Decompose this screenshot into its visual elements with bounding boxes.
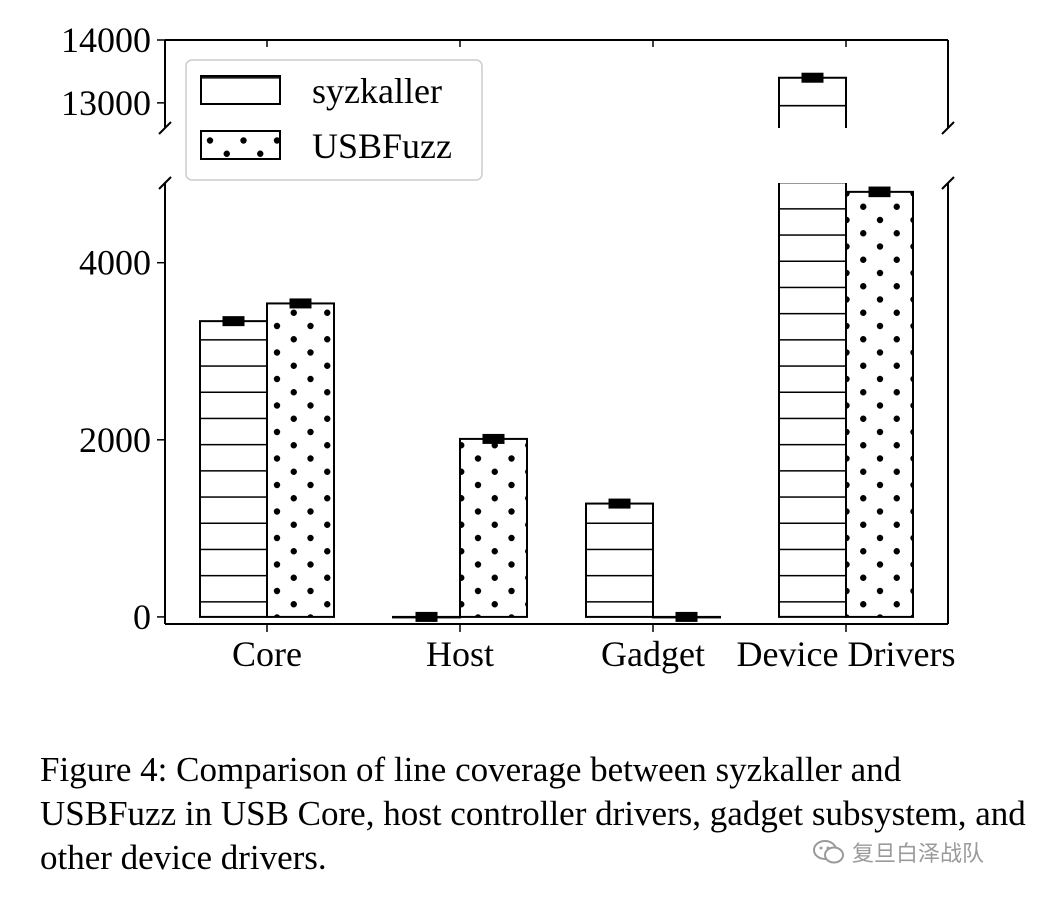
error-bar-host-syzkaller	[415, 611, 438, 622]
bar-core-usbfuzz	[266, 302, 335, 618]
bar-gadget-syzkaller	[585, 502, 654, 618]
y-tick-label-13000: 13000	[61, 83, 151, 123]
legend-label-syzkaller: syzkaller	[312, 71, 442, 111]
watermark-text: 复旦白泽战队	[852, 842, 985, 867]
legend: syzkaller USBFuzz	[185, 59, 483, 181]
y-tick-label-0: 0	[133, 597, 151, 637]
legend-swatch-usbfuzz	[200, 130, 281, 160]
error-bar-device-drivers-usbfuzz	[868, 186, 891, 198]
error-bar-core-syzkaller	[222, 316, 245, 327]
error-bar-gadget-syzkaller	[608, 498, 631, 509]
bar-device-drivers-syzkaller-lower	[779, 183, 846, 617]
bar-chart: Core Host Gadget Device Drivers 0 2000 4000 130…	[61, 20, 956, 674]
error-bar-host-usbfuzz	[482, 433, 505, 444]
figure-caption: Figure 4: Comparison of line coverage be…	[40, 750, 1026, 877]
bar-host-usbfuzz	[459, 437, 528, 618]
y-tick-label-14000: 14000	[61, 20, 151, 60]
legend-label-usbfuzz: USBFuzz	[312, 126, 452, 166]
axis-break-mark	[941, 121, 955, 135]
bar-device-drivers-syzkaller-upper	[778, 76, 847, 128]
bar-core-syzkaller	[199, 320, 268, 618]
x-tick-label-core: Core	[232, 634, 302, 674]
x-tick-label-host: Host	[426, 634, 494, 674]
y-tick-label-2000: 2000	[79, 420, 151, 460]
legend-swatch-syzkaller	[200, 75, 281, 105]
wechat-icon	[813, 840, 844, 864]
axis-break-mark	[158, 121, 172, 135]
error-bar-gadget-usbfuzz	[675, 611, 698, 622]
watermark: 复旦白泽战队	[812, 836, 984, 868]
error-bar-core-usbfuzz	[289, 298, 312, 309]
x-tick-label-gadget: Gadget	[601, 634, 705, 674]
y-tick-label-4000: 4000	[79, 243, 151, 283]
error-bar-device-drivers-syzkaller	[801, 72, 824, 83]
axis-break-mark	[158, 176, 172, 190]
axis-break-mark	[941, 176, 955, 190]
x-tick-label-device-drivers: Device Drivers	[737, 634, 956, 674]
bar-device-drivers-usbfuzz	[845, 190, 914, 618]
